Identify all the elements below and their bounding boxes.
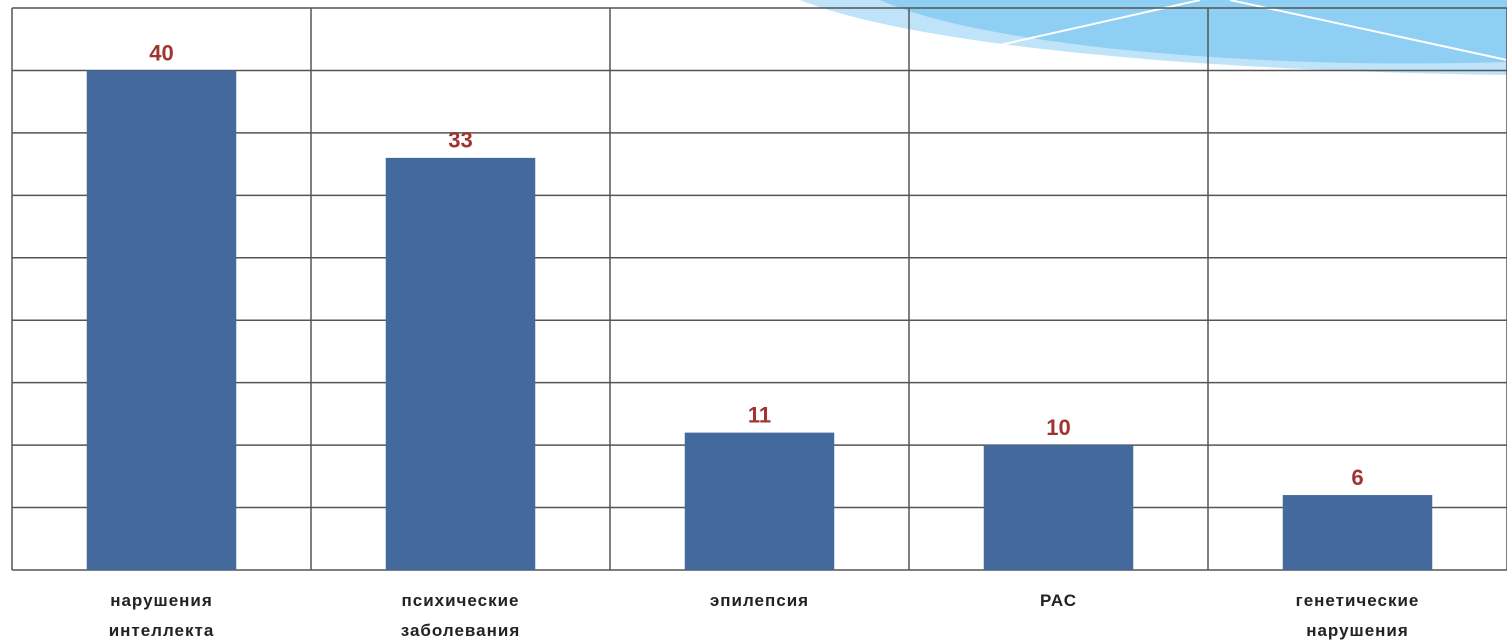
bar	[1282, 495, 1433, 570]
bar	[86, 70, 237, 570]
x-tick-label: РАС	[1040, 591, 1077, 610]
x-tick-label: генетические нарушения	[1295, 591, 1420, 640]
value-label: 6	[1351, 465, 1363, 490]
value-label: 33	[448, 128, 472, 153]
value-label: 10	[1046, 415, 1070, 440]
x-tick-label: эпилепсия	[709, 591, 810, 610]
bar	[983, 445, 1134, 570]
x-tick-label: психические заболевания	[400, 591, 521, 640]
swoosh	[880, 0, 1507, 64]
x-tick-label: нарушения интеллекта	[108, 591, 215, 640]
bar	[385, 157, 536, 570]
bar	[684, 432, 835, 570]
value-label: 40	[149, 40, 173, 65]
decoration	[800, 0, 1507, 75]
value-label: 11	[748, 402, 771, 427]
